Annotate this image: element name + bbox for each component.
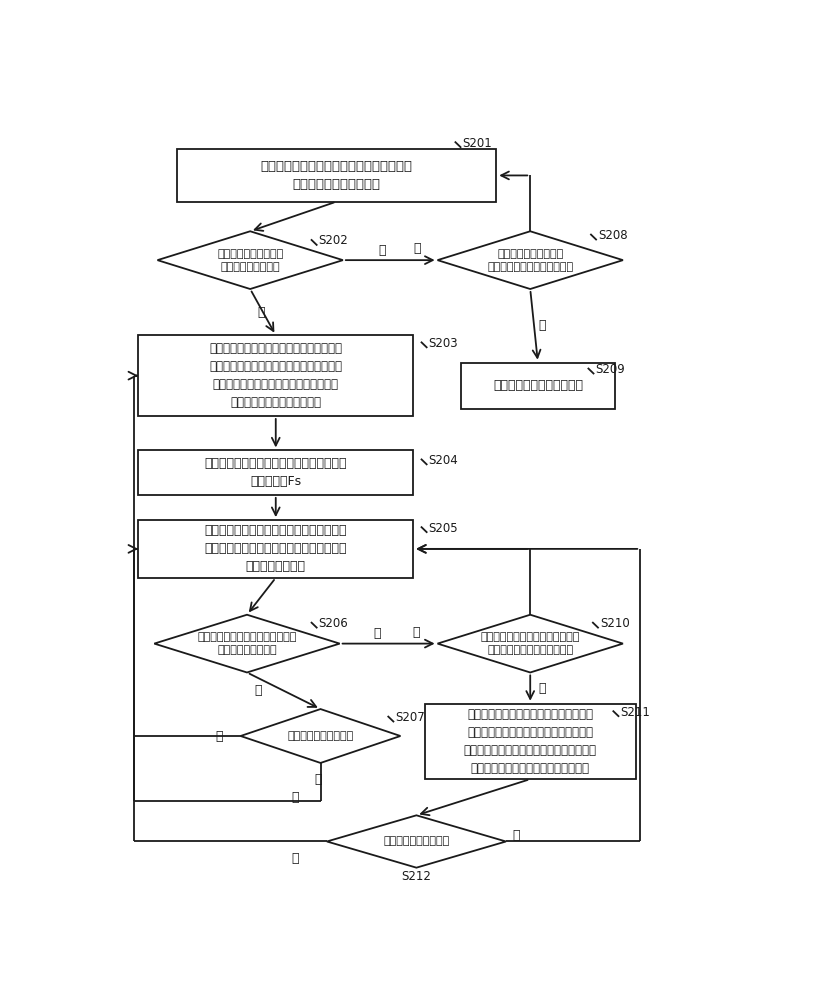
Bar bbox=[425, 704, 636, 779]
Text: 主机水泵运行频率是否
小于或等于最低有效出水频率: 主机水泵运行频率是否 小于或等于最低有效出水频率 bbox=[488, 249, 573, 272]
Text: 是: 是 bbox=[292, 791, 299, 804]
Text: 是否所有从机均已关闭: 是否所有从机均已关闭 bbox=[384, 836, 450, 846]
Bar bbox=[139, 450, 413, 495]
Text: 是: 是 bbox=[538, 319, 545, 332]
Text: S212: S212 bbox=[402, 870, 431, 883]
Text: 是: 是 bbox=[215, 730, 223, 742]
Text: 否: 否 bbox=[413, 242, 421, 255]
Text: 否: 否 bbox=[314, 773, 322, 786]
Text: 关闭主机水泵，并延时重启: 关闭主机水泵，并延时重启 bbox=[493, 379, 583, 392]
Text: 否: 否 bbox=[412, 626, 419, 639]
Text: S205: S205 bbox=[428, 522, 458, 535]
Text: 主机逆变器切换至最大功率跟踪模式，并通
过频率延时同步机制带动从机逆变器调节从
机水泵的运行频率: 主机逆变器切换至最大功率跟踪模式，并通 过频率延时同步机制带动从机逆变器调节从 … bbox=[205, 524, 347, 573]
Bar bbox=[461, 363, 615, 409]
Text: S203: S203 bbox=[428, 337, 458, 350]
Text: S201: S201 bbox=[463, 137, 493, 150]
Text: 向其中一台从机逆变器发送停止指令，并
向剩余从机逆变器发送携带有从机运行频
率目标值的指令，切换至常压法控制模式，
从机水泵调节达到从机运行频率目标值: 向其中一台从机逆变器发送停止指令，并 向剩余从机逆变器发送携带有从机运行频 率目… bbox=[464, 708, 596, 775]
Text: 是: 是 bbox=[538, 682, 545, 695]
Text: 主机逆变器上电运行，通过最大功率跟踪模
式调节主机水泵运行频率: 主机逆变器上电运行，通过最大功率跟踪模 式调节主机水泵运行频率 bbox=[261, 160, 412, 191]
Text: 主机水泵和从机水泵运行频率是否
小于或等于最低有效出水频率: 主机水泵和从机水泵运行频率是否 小于或等于最低有效出水频率 bbox=[480, 632, 580, 655]
Text: 否: 否 bbox=[374, 627, 381, 640]
Polygon shape bbox=[158, 231, 343, 289]
Text: 是: 是 bbox=[292, 852, 299, 865]
Text: 主机逆变器记录光伏组件当前的输入电压，
计算从机运行频率，向其中一台从机逆变器
发送携带有从机运行频率目标值的运行指
令，并切换至常压法控制模式: 主机逆变器记录光伏组件当前的输入电压， 计算从机运行频率，向其中一台从机逆变器 … bbox=[210, 342, 342, 409]
Text: 否: 否 bbox=[512, 829, 520, 842]
Text: S207: S207 bbox=[395, 711, 425, 724]
Text: 主机水泵和从机水泵运行频率是否
大于或等于额定频率: 主机水泵和从机水泵运行频率是否 大于或等于额定频率 bbox=[197, 632, 297, 655]
Text: S206: S206 bbox=[318, 617, 348, 630]
Text: S204: S204 bbox=[428, 454, 459, 467]
Polygon shape bbox=[241, 709, 400, 763]
Bar bbox=[139, 335, 413, 416]
Text: S208: S208 bbox=[598, 229, 628, 242]
Polygon shape bbox=[154, 615, 340, 672]
Text: S210: S210 bbox=[600, 617, 629, 630]
Polygon shape bbox=[437, 231, 623, 289]
Text: 从机逆变器启动并调节运行频率至从机运行
频率目标值Fs: 从机逆变器启动并调节运行频率至从机运行 频率目标值Fs bbox=[205, 457, 347, 488]
Bar bbox=[139, 520, 413, 578]
Text: S211: S211 bbox=[620, 706, 650, 719]
Text: S209: S209 bbox=[596, 363, 625, 376]
Text: 是否所有从机均已运行: 是否所有从机均已运行 bbox=[287, 731, 354, 741]
Polygon shape bbox=[327, 815, 506, 868]
Text: S202: S202 bbox=[318, 234, 348, 247]
Text: 否: 否 bbox=[378, 244, 385, 257]
Text: 是: 是 bbox=[258, 306, 266, 319]
Text: 主机水泵运行频率是否
大于或等于额定频率: 主机水泵运行频率是否 大于或等于额定频率 bbox=[217, 249, 283, 272]
Polygon shape bbox=[437, 615, 623, 672]
Text: 是: 是 bbox=[255, 684, 262, 697]
Bar bbox=[177, 149, 497, 202]
